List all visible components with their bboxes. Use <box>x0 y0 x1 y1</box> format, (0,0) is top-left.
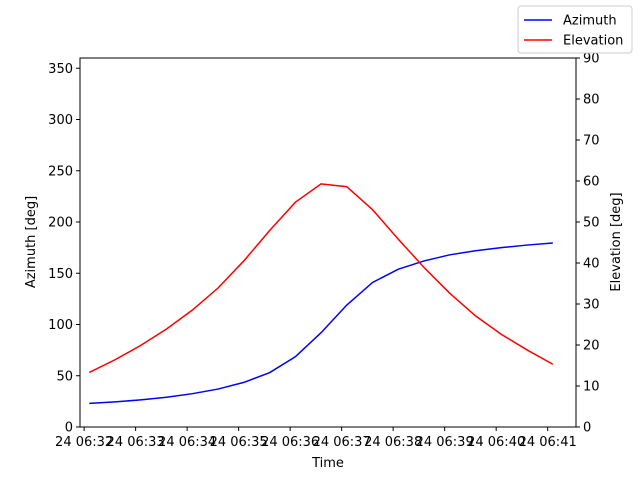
right-y-tick-label: 90 <box>583 52 600 67</box>
x-tick-label: 24 06:32 <box>55 435 113 450</box>
left-y-tick-label: 50 <box>56 369 73 384</box>
left-y-tick-label: 300 <box>48 113 73 128</box>
plot-frame <box>79 57 577 428</box>
right-y-tick-label: 20 <box>583 339 600 354</box>
right-y-tick-label: 40 <box>583 257 600 272</box>
left-y-tick-label: 150 <box>48 267 73 282</box>
x-tick-label: 24 06:35 <box>210 435 268 450</box>
series-lines <box>88 183 554 405</box>
right-y-tick-label: 10 <box>583 380 600 395</box>
right-y-tick-label: 70 <box>583 134 600 149</box>
x-tick-label: 24 06:40 <box>467 435 525 450</box>
x-tick-label: 24 06:41 <box>519 435 577 450</box>
left-y-tick-label: 200 <box>48 216 73 231</box>
right-y-tick-label: 80 <box>583 93 600 108</box>
right-y-tick-label: 50 <box>583 216 600 231</box>
x-axis-title: Time <box>311 456 344 471</box>
plot-area-border <box>79 57 577 428</box>
x-tick-label: 24 06:36 <box>261 435 319 450</box>
x-tick-label: 24 06:33 <box>107 435 165 450</box>
x-tick-label: 24 06:38 <box>364 435 422 450</box>
right-y-tick-label: 60 <box>583 175 600 190</box>
legend-label-elevation: Elevation <box>563 34 623 49</box>
legend-label-azimuth: Azimuth <box>563 14 617 29</box>
right-y-tick-label: 0 <box>583 421 591 436</box>
x-tick-label: 24 06:34 <box>158 435 216 450</box>
legend-box <box>517 5 633 54</box>
left-y-tick-label: 250 <box>48 164 73 179</box>
right-y-axis-title: Elevation [deg] <box>609 192 624 291</box>
right-y-tick-label: 30 <box>583 298 600 313</box>
x-tick-label: 24 06:39 <box>416 435 474 450</box>
left-y-tick-label: 0 <box>65 421 73 436</box>
left-y-axis-title: Azimuth [deg] <box>24 196 39 288</box>
left-y-tick-label: 350 <box>48 62 73 77</box>
x-tick-label: 24 06:37 <box>313 435 371 450</box>
left-y-axis: 0 50 100 150 200 250 300 350 <box>48 62 80 436</box>
legend: Azimuth Elevation <box>517 5 633 54</box>
series-line-elevation <box>88 183 554 374</box>
left-y-tick-label: 100 <box>48 318 73 333</box>
right-y-axis: 0 10 20 30 40 50 60 70 80 90 <box>576 52 600 436</box>
series-line-azimuth <box>89 242 553 405</box>
